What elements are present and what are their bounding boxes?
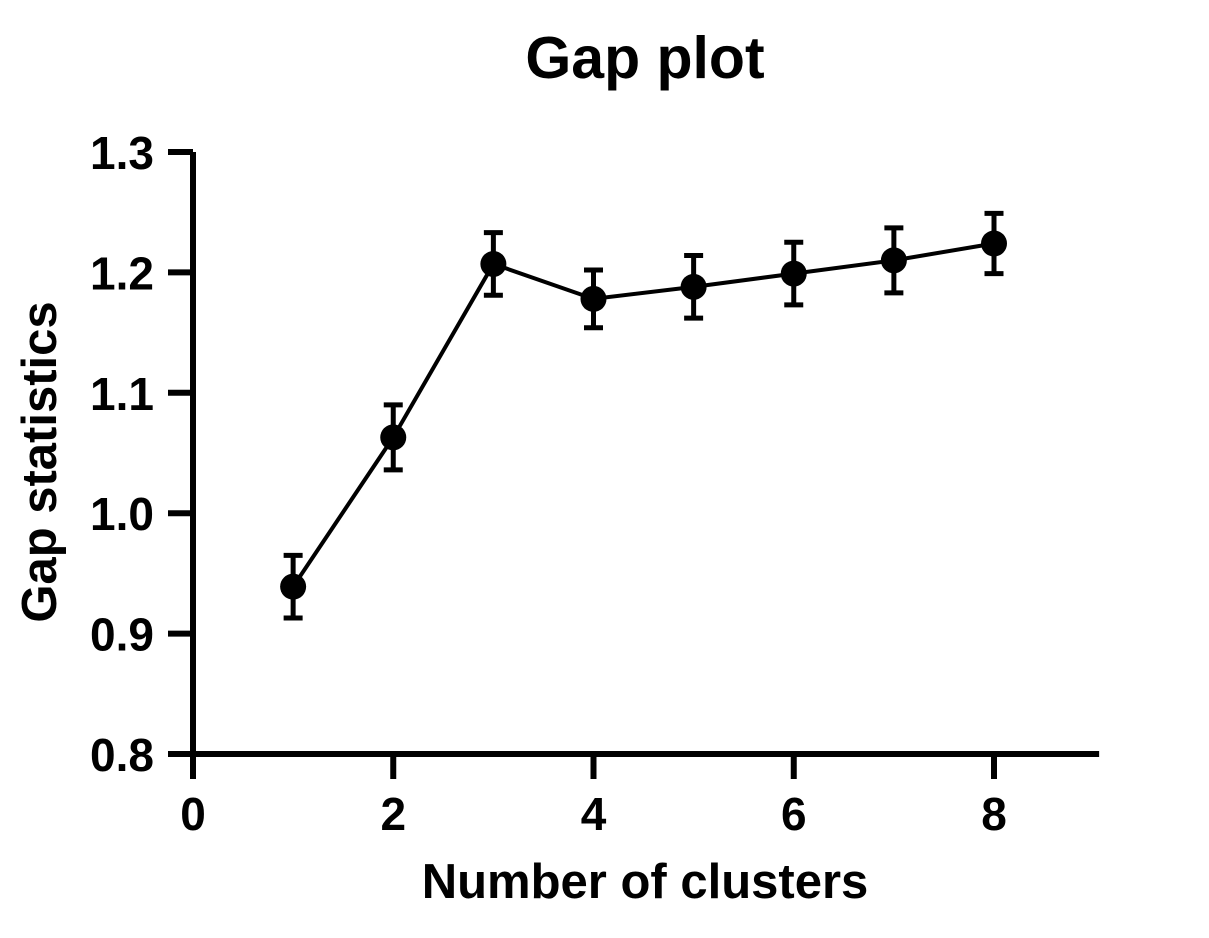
x-axis-label: Number of clusters xyxy=(422,855,869,909)
data-point xyxy=(680,273,707,300)
y-tick-label: 0.9 xyxy=(90,609,154,661)
axis-ticks xyxy=(168,149,997,779)
data-point xyxy=(981,230,1007,257)
data-point xyxy=(480,250,507,277)
data-point xyxy=(780,260,807,287)
data-point xyxy=(580,285,607,312)
x-tick-label: 4 xyxy=(581,788,607,840)
axis-tick-labels: 0.8 0.9 1.0 1.1 1.2 1.3 0 2 4 6 8 xyxy=(90,127,1007,840)
data-point xyxy=(280,573,307,600)
chart-title: Gap plot xyxy=(525,25,764,91)
x-tick-label: 6 xyxy=(781,788,807,840)
y-tick-label: 0.8 xyxy=(90,729,154,781)
y-axis-label: Gap statistics xyxy=(13,301,67,622)
axes xyxy=(190,152,1100,757)
y-tick-label: 1.0 xyxy=(90,488,154,540)
x-tick-label: 8 xyxy=(981,788,1007,840)
x-tick-label: 2 xyxy=(380,788,406,840)
error-bars xyxy=(283,210,1004,621)
data-line xyxy=(291,241,995,588)
data-point xyxy=(380,424,407,451)
y-tick-label: 1.3 xyxy=(90,127,154,179)
y-tick-label: 1.1 xyxy=(90,368,154,420)
y-tick-label: 1.2 xyxy=(90,247,154,299)
data-lines xyxy=(291,241,995,588)
data-points xyxy=(280,230,1007,600)
x-tick-label: 0 xyxy=(180,788,206,840)
data-point xyxy=(880,247,907,274)
